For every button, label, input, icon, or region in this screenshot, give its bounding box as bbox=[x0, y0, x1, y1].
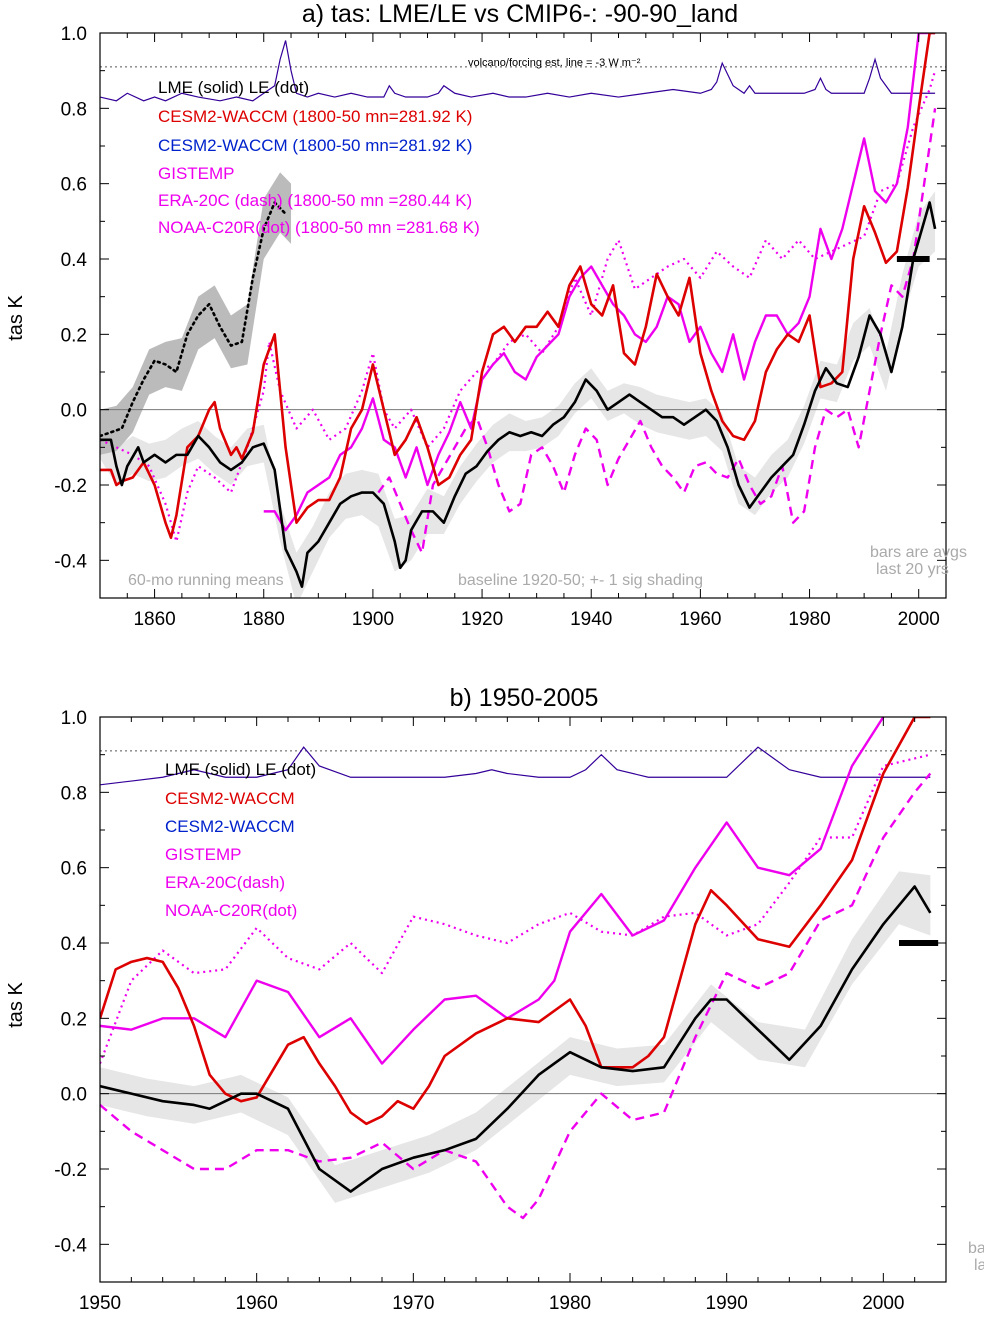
panel-b-plot: 1950 1960 1970 1980 1990 2000 -0.4 -0.2 0.0 0.2 0.… bbox=[54, 708, 947, 1314]
x-tick-label: 1920 bbox=[461, 609, 503, 630]
x-tick-label: 1950 bbox=[79, 1293, 121, 1314]
y-tick-label: 0.2 bbox=[61, 325, 87, 346]
panel-a-ylabel: tas K bbox=[5, 295, 27, 341]
x-tick-label: 1940 bbox=[570, 609, 612, 630]
panel-b: b) 1950-2005 tas K 1950 1960 1970 1980 1990 2… bbox=[5, 684, 984, 1314]
y-tick-label: 0.8 bbox=[61, 99, 87, 120]
series-noaa-c20r bbox=[100, 70, 937, 543]
panel-a-title: a) tas: LME/LE vs CMIP6-: -90-90_land bbox=[302, 0, 738, 28]
legend-b-header: LME (solid) LE (dot) bbox=[165, 760, 316, 779]
series-era-20c bbox=[100, 772, 932, 1220]
series-era-20c bbox=[377, 108, 937, 554]
panel-a-plot: 1860 1880 1900 1920 1940 1960 1980 2000 -0.4 -0.2… bbox=[54, 24, 947, 630]
y-tick-label: -0.4 bbox=[54, 551, 87, 572]
legend-era20c: ERA-20C (dash) (1800-50 mn =280.44 K) bbox=[158, 191, 472, 210]
series-lme-mean bbox=[100, 201, 937, 589]
x-tick-label: 1970 bbox=[392, 1293, 434, 1314]
legend-b-cesm-blue: CESM2-WACCM bbox=[165, 817, 295, 836]
plot-area-b bbox=[100, 717, 946, 1220]
legend-gistemp: GISTEMP bbox=[158, 164, 235, 183]
x-tick-label: 1960 bbox=[679, 609, 721, 630]
y-tick-label: 1.0 bbox=[61, 708, 87, 729]
note-b-bars-2: la bbox=[974, 1257, 984, 1274]
series-lme-mean bbox=[100, 885, 932, 1193]
y-tick-label: 0.8 bbox=[61, 783, 87, 804]
note-b-bars-1: ba bbox=[968, 1240, 984, 1257]
panel-b-ylabel: tas K bbox=[5, 982, 27, 1028]
x-tick-label: 1960 bbox=[236, 1293, 278, 1314]
y-tick-label: 0.0 bbox=[61, 1085, 87, 1106]
legend-b-gistemp: GISTEMP bbox=[165, 845, 242, 864]
note-running-means: 60-mo running means bbox=[128, 572, 284, 589]
panel-a-legend: LME (solid) LE (dot) CESM2-WACCM (1800-5… bbox=[158, 78, 480, 237]
y-tick-label: 1.0 bbox=[61, 24, 87, 45]
panel-b-legend: LME (solid) LE (dot) CESM2-WACCM CESM2-W… bbox=[165, 760, 316, 920]
panel-b-title: b) 1950-2005 bbox=[450, 684, 599, 712]
y-tick-label: 0.6 bbox=[61, 859, 87, 880]
panel-a: a) tas: LME/LE vs CMIP6-: -90-90_land ta… bbox=[5, 0, 967, 630]
series-noaa-c20r bbox=[100, 753, 931, 1064]
y-tick-label: 0.4 bbox=[61, 934, 88, 955]
series-le-mean-early- bbox=[100, 201, 287, 438]
x-tick-label: 1990 bbox=[706, 1293, 748, 1314]
forcing-line bbox=[100, 746, 931, 786]
series-cesm2-waccm bbox=[100, 717, 931, 1126]
y-tick-label: 0.2 bbox=[61, 1009, 87, 1030]
legend-header: LME (solid) LE (dot) bbox=[158, 78, 309, 97]
spread-band bbox=[100, 172, 292, 455]
forcing-line bbox=[100, 40, 936, 102]
legend-noaa: NOAA-C20R(dot) (1800-50 mn =281.68 K) bbox=[158, 218, 480, 237]
note-bars-1: bars are avgs bbox=[870, 544, 967, 561]
legend-b-era20c: ERA-20C(dash) bbox=[165, 873, 285, 892]
x-tick-label: 2000 bbox=[898, 609, 940, 630]
legend-b-noaa: NOAA-C20R(dot) bbox=[165, 901, 297, 920]
frame bbox=[99, 716, 947, 1283]
note-baseline: baseline 1920-50; +- 1 sig shading bbox=[458, 572, 703, 589]
x-tick-label: 1980 bbox=[549, 1293, 591, 1314]
x-tick-label: 1880 bbox=[243, 609, 285, 630]
x-tick-label: 1980 bbox=[788, 609, 830, 630]
series-gistemp bbox=[263, 33, 936, 532]
y-tick-label: 0.4 bbox=[61, 250, 88, 271]
y-tick-label: -0.2 bbox=[54, 1160, 87, 1181]
plot-area-a bbox=[100, 33, 946, 598]
x-tick-label: 1860 bbox=[133, 609, 175, 630]
note-bars-2: last 20 yrs bbox=[876, 561, 949, 578]
forcing-note: volcano/forcing est. line = -3 W m⁻² bbox=[468, 57, 641, 69]
y-tick-label: 0.6 bbox=[61, 175, 87, 196]
x-tick-label: 1900 bbox=[352, 609, 394, 630]
y-tick-label: -0.2 bbox=[54, 476, 87, 497]
y-tick-label: -0.4 bbox=[54, 1235, 87, 1256]
legend-b-cesm-red: CESM2-WACCM bbox=[165, 789, 295, 808]
x-tick-label: 2000 bbox=[862, 1293, 904, 1314]
y-tick-label: 0.0 bbox=[61, 401, 87, 422]
legend-cesm-blue: CESM2-WACCM (1800-50 mn=281.92 K) bbox=[158, 136, 472, 155]
legend-cesm-red: CESM2-WACCM (1800-50 mn=281.92 K) bbox=[158, 107, 472, 126]
series-cesm2-waccm bbox=[100, 33, 936, 540]
spread-band bbox=[100, 191, 936, 598]
frame bbox=[99, 32, 947, 599]
